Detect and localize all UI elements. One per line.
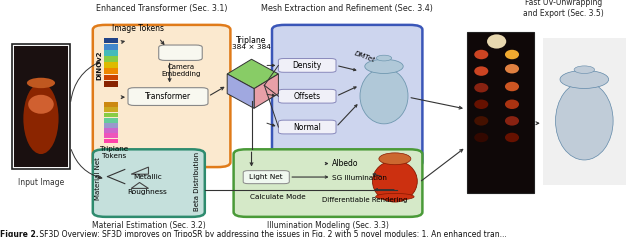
FancyBboxPatch shape — [104, 118, 118, 123]
Text: Enhanced Transformer (Sec. 3.1): Enhanced Transformer (Sec. 3.1) — [96, 4, 228, 13]
FancyBboxPatch shape — [104, 123, 118, 128]
FancyBboxPatch shape — [104, 50, 118, 56]
Polygon shape — [227, 59, 278, 89]
Ellipse shape — [28, 95, 54, 114]
Text: Illumination Modeling (Sec. 3.3): Illumination Modeling (Sec. 3.3) — [267, 221, 388, 230]
Text: SF3D Overview: SF3D improves on TripoSR by addressing the issues in Fig. 2 with : SF3D Overview: SF3D improves on TripoSR … — [37, 230, 507, 237]
FancyBboxPatch shape — [159, 45, 202, 60]
Text: Mesh Extraction and Refinement (Sec. 3.4): Mesh Extraction and Refinement (Sec. 3.4… — [261, 4, 433, 13]
Text: Fast UV-Unwrapping
and Export (Sec. 3.5): Fast UV-Unwrapping and Export (Sec. 3.5) — [523, 0, 604, 18]
Text: Calculate Mode: Calculate Mode — [250, 194, 305, 200]
FancyBboxPatch shape — [93, 25, 230, 167]
Text: Roughness: Roughness — [127, 189, 167, 195]
Ellipse shape — [556, 82, 613, 160]
Text: Material Estimation (Sec. 3.2): Material Estimation (Sec. 3.2) — [92, 221, 205, 230]
FancyBboxPatch shape — [272, 25, 422, 167]
Text: Transformer: Transformer — [145, 92, 191, 101]
Ellipse shape — [23, 83, 59, 154]
Ellipse shape — [505, 50, 519, 59]
Text: Light Net: Light Net — [250, 174, 283, 180]
Text: Metallic: Metallic — [133, 174, 161, 180]
Ellipse shape — [505, 100, 519, 109]
FancyBboxPatch shape — [14, 46, 68, 167]
Polygon shape — [254, 74, 278, 108]
Ellipse shape — [505, 64, 519, 73]
FancyBboxPatch shape — [104, 75, 118, 80]
FancyBboxPatch shape — [278, 89, 336, 103]
Text: Input Image: Input Image — [18, 178, 64, 187]
Text: Offsets: Offsets — [294, 92, 321, 101]
FancyBboxPatch shape — [104, 139, 118, 143]
Text: Camera
Embedding: Camera Embedding — [161, 64, 201, 77]
Text: SG Illumination: SG Illumination — [332, 175, 387, 181]
Circle shape — [365, 59, 403, 73]
Ellipse shape — [487, 34, 506, 49]
Polygon shape — [227, 74, 254, 108]
FancyBboxPatch shape — [104, 113, 118, 117]
Ellipse shape — [474, 100, 488, 109]
Text: Material Net: Material Net — [95, 157, 101, 200]
FancyBboxPatch shape — [104, 44, 118, 50]
FancyBboxPatch shape — [278, 120, 336, 134]
FancyBboxPatch shape — [234, 149, 422, 217]
Ellipse shape — [474, 133, 488, 142]
Text: Normal: Normal — [293, 123, 321, 132]
Text: Beta Distribution: Beta Distribution — [194, 152, 200, 211]
FancyBboxPatch shape — [104, 38, 118, 43]
FancyBboxPatch shape — [467, 32, 534, 193]
Text: Albedo: Albedo — [332, 159, 358, 168]
FancyBboxPatch shape — [12, 44, 70, 169]
FancyBboxPatch shape — [104, 68, 118, 74]
Ellipse shape — [505, 116, 519, 126]
Circle shape — [379, 153, 411, 165]
FancyBboxPatch shape — [104, 102, 118, 107]
FancyBboxPatch shape — [104, 81, 118, 87]
Circle shape — [27, 78, 55, 88]
FancyBboxPatch shape — [93, 149, 205, 217]
Circle shape — [376, 55, 392, 61]
FancyBboxPatch shape — [243, 171, 289, 184]
Ellipse shape — [474, 116, 488, 126]
FancyBboxPatch shape — [128, 88, 208, 105]
Text: Differentiable Rendering: Differentiable Rendering — [322, 197, 408, 203]
Ellipse shape — [474, 50, 488, 59]
FancyBboxPatch shape — [104, 56, 118, 62]
Circle shape — [574, 66, 595, 73]
FancyBboxPatch shape — [278, 59, 336, 72]
Ellipse shape — [474, 83, 488, 92]
FancyBboxPatch shape — [104, 62, 118, 68]
Ellipse shape — [505, 82, 519, 91]
Text: Image Tokens: Image Tokens — [111, 24, 164, 33]
Ellipse shape — [372, 161, 417, 202]
FancyBboxPatch shape — [104, 133, 118, 138]
FancyBboxPatch shape — [104, 128, 118, 133]
Ellipse shape — [376, 193, 414, 200]
Text: DMTet: DMTet — [353, 50, 376, 64]
Text: DINOv2: DINOv2 — [96, 50, 102, 80]
FancyBboxPatch shape — [104, 107, 118, 112]
Circle shape — [560, 70, 609, 88]
Text: Triplane: Triplane — [236, 36, 267, 45]
Text: Density: Density — [292, 61, 322, 70]
FancyBboxPatch shape — [543, 38, 626, 185]
Ellipse shape — [360, 68, 408, 124]
Text: Figure 2.: Figure 2. — [0, 230, 38, 237]
Ellipse shape — [505, 133, 519, 142]
Ellipse shape — [474, 66, 488, 76]
Text: Triplane
Tokens: Triplane Tokens — [100, 146, 128, 159]
Text: 384 × 384: 384 × 384 — [232, 44, 271, 50]
